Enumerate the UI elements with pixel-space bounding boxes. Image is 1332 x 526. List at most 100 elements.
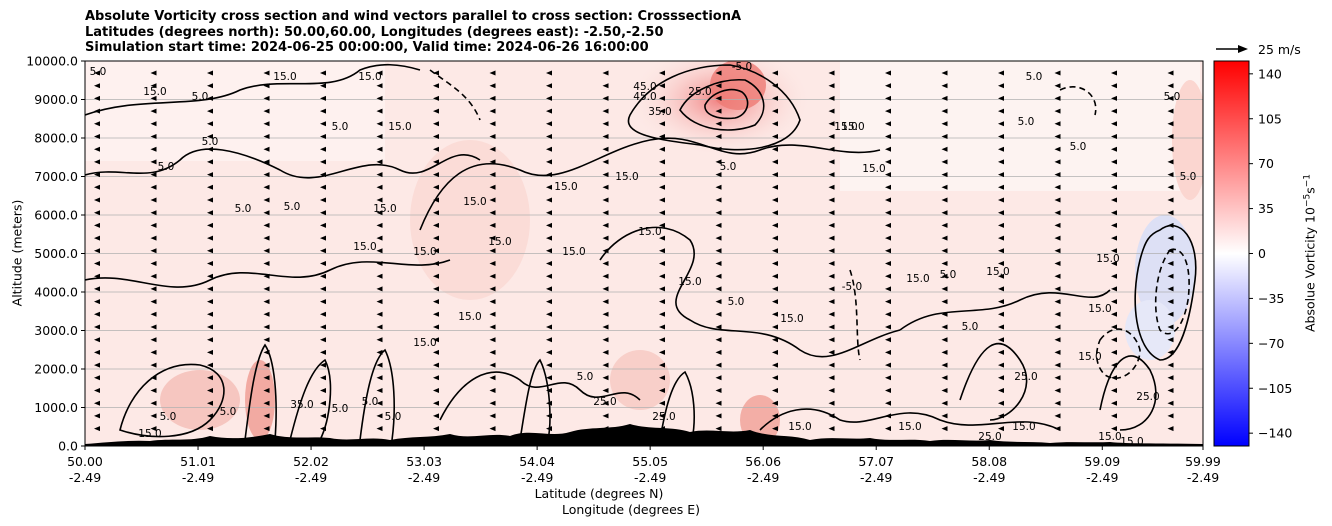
wind-vector bbox=[941, 83, 948, 89]
contour-label: 15.0 bbox=[678, 276, 701, 288]
wind-vector bbox=[263, 324, 270, 330]
contour-label: 5.0 bbox=[202, 136, 219, 148]
wind-vector bbox=[433, 222, 439, 228]
wind-vector bbox=[94, 83, 100, 89]
wind-vector bbox=[772, 197, 778, 203]
wind-vector bbox=[150, 235, 157, 241]
wind-vector bbox=[941, 400, 948, 406]
wind-vector bbox=[828, 108, 835, 114]
wind-vector bbox=[489, 235, 496, 241]
wind-vector bbox=[998, 324, 1004, 330]
wind-vector bbox=[150, 197, 157, 203]
wind-vector bbox=[1054, 324, 1061, 330]
contour-label: 15.0 bbox=[554, 181, 577, 193]
wind-vector bbox=[1167, 146, 1174, 152]
wind-vector bbox=[489, 299, 496, 305]
wind-vector bbox=[1054, 388, 1061, 393]
wind-vector bbox=[659, 299, 665, 305]
wind-vector bbox=[150, 210, 157, 216]
wind-vector bbox=[320, 108, 326, 114]
wind-vector bbox=[1111, 362, 1117, 368]
wind-vector bbox=[772, 400, 778, 406]
wind-vector bbox=[489, 121, 496, 127]
x-tick-label-latitude: 58.08 bbox=[971, 454, 1007, 469]
wind-vector bbox=[376, 311, 383, 317]
negative-contour-line bbox=[1154, 248, 1190, 335]
wind-vector bbox=[320, 146, 326, 152]
wind-vector bbox=[1111, 222, 1117, 228]
wind-vector bbox=[1111, 248, 1117, 254]
wind-vector bbox=[489, 172, 496, 178]
wind-vector bbox=[489, 337, 496, 343]
wind-vector bbox=[320, 375, 326, 381]
wind-vector bbox=[263, 197, 270, 203]
wind-vector bbox=[263, 388, 270, 393]
wind-vector bbox=[94, 159, 100, 165]
wind-vector bbox=[207, 70, 213, 76]
wind-vector bbox=[546, 413, 552, 419]
wind-vector bbox=[150, 95, 157, 101]
wind-vector bbox=[433, 184, 439, 190]
contour-label: -5.0 bbox=[732, 61, 753, 73]
wind-vector bbox=[828, 83, 835, 89]
wind-vector bbox=[1054, 375, 1061, 381]
wind-vector bbox=[1054, 248, 1061, 254]
wind-vector bbox=[602, 286, 609, 292]
wind-vector bbox=[376, 337, 383, 343]
contour-line bbox=[704, 88, 749, 120]
wind-vector bbox=[659, 375, 665, 381]
wind-vector bbox=[602, 70, 609, 76]
wind-vector bbox=[941, 172, 948, 178]
wind-vector bbox=[263, 134, 270, 139]
wind-vector bbox=[94, 286, 100, 292]
wind-vector bbox=[772, 70, 778, 76]
wind-vector bbox=[546, 248, 552, 254]
contour-line bbox=[359, 348, 395, 441]
wind-vector bbox=[602, 108, 609, 114]
wind-vector bbox=[602, 311, 609, 317]
wind-vector bbox=[941, 388, 948, 393]
contour-line bbox=[899, 289, 1111, 331]
wind-vector bbox=[150, 134, 157, 139]
chart-title: Absolute Vorticity cross section and win… bbox=[85, 9, 741, 56]
wind-vector bbox=[376, 299, 383, 305]
wind-vector bbox=[1167, 95, 1174, 101]
wind-vector bbox=[941, 184, 948, 190]
wind-vector bbox=[828, 375, 835, 381]
colorbar-tick-label: −140 bbox=[1258, 426, 1292, 441]
wind-vector bbox=[772, 95, 778, 101]
contour-label: 15.0 bbox=[780, 313, 803, 325]
wind-vector bbox=[602, 299, 609, 305]
wind-vector bbox=[376, 159, 383, 165]
wind-vector bbox=[433, 248, 439, 254]
wind-vector bbox=[433, 159, 439, 165]
wind-vector bbox=[659, 95, 665, 101]
wind-vector bbox=[263, 146, 270, 152]
wind-vector bbox=[941, 222, 948, 228]
wind-vector bbox=[998, 349, 1004, 355]
wind-vector bbox=[150, 159, 157, 165]
wind-vector bbox=[715, 311, 722, 317]
wind-vector bbox=[1111, 286, 1117, 292]
wind-vector bbox=[320, 349, 326, 355]
wind-vector bbox=[772, 375, 778, 381]
wind-vector bbox=[433, 299, 439, 305]
contour-label: 15.0 bbox=[841, 121, 864, 133]
contour-label: 15.0 bbox=[388, 121, 411, 133]
wind-vector bbox=[1167, 70, 1174, 76]
wind-vector bbox=[150, 337, 157, 343]
contour-label: 15.0 bbox=[1012, 421, 1035, 433]
x-axis-ticks: 50.00-2.4951.01-2.4952.02-2.4953.03-2.49… bbox=[67, 446, 1221, 485]
wind-vector bbox=[263, 413, 270, 419]
wind-vector bbox=[1054, 413, 1061, 419]
wind-vector bbox=[772, 121, 778, 127]
wind-vector bbox=[1167, 210, 1174, 216]
wind-vector bbox=[885, 362, 891, 368]
contour-label: 25.0 bbox=[593, 396, 616, 408]
wind-vector bbox=[546, 286, 552, 292]
wind-vector bbox=[602, 121, 609, 127]
wind-vector bbox=[263, 349, 270, 355]
wind-vector bbox=[433, 210, 439, 216]
wind-vector bbox=[433, 337, 439, 343]
wind-vector bbox=[1167, 83, 1174, 89]
